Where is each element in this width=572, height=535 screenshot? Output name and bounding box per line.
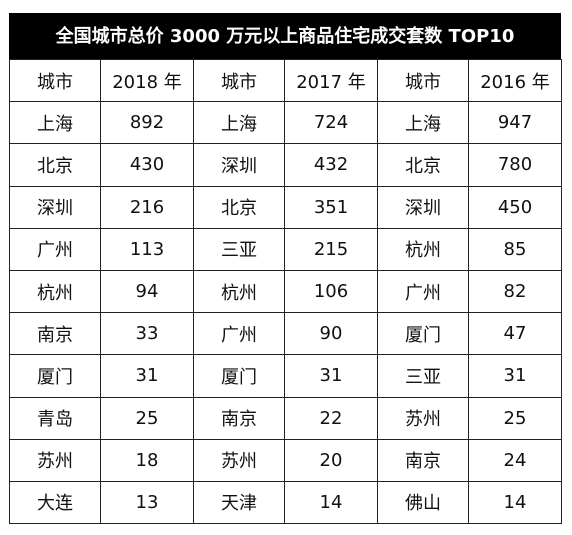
cell-count-2017: 351 (284, 185, 378, 229)
cell-count-2018: 430 (100, 143, 194, 187)
cell-city-2016: 三亚 (377, 354, 469, 398)
cell-city-2018: 大连 (9, 480, 101, 525)
cell-city-2017: 南京 (193, 396, 285, 440)
cell-count-2017: 724 (284, 101, 378, 145)
cell-city-2016: 杭州 (377, 227, 469, 271)
cell-count-2018: 31 (100, 354, 194, 398)
cell-count-2018: 113 (100, 227, 194, 271)
cell-count-2016: 31 (468, 354, 562, 398)
table-row: 厦门 31 厦门 31 三亚 31 (9, 354, 562, 398)
cell-city-2017: 天津 (193, 480, 285, 525)
cell-city-2016: 深圳 (377, 185, 469, 229)
cell-city-2018: 上海 (9, 101, 101, 145)
table-body: 城市 2018 年 城市 2017 年 城市 2016 年 上海 892 上海 724… (9, 58, 562, 525)
ranking-table-card: 全国城市总价 3000 万元以上商品住宅成交套数 TOP10 城市 2018 年… (9, 13, 562, 525)
cell-city-2017: 北京 (193, 185, 285, 229)
table-row: 杭州 94 杭州 106 广州 82 (9, 269, 562, 314)
table-title: 全国城市总价 3000 万元以上商品住宅成交套数 TOP10 (9, 13, 561, 59)
header-row: 城市 2018 年 城市 2017 年 城市 2016 年 (9, 58, 562, 103)
cell-city-2018: 苏州 (9, 438, 101, 482)
cell-city-2018: 厦门 (9, 354, 101, 398)
cell-city-2016: 广州 (377, 269, 469, 314)
table-row: 苏州 18 苏州 20 南京 24 (9, 438, 562, 482)
table-row: 大连 13 天津 14 佛山 14 (9, 480, 562, 525)
cell-city-2017: 苏州 (193, 438, 285, 482)
table-row: 深圳 216 北京 351 深圳 450 (9, 185, 562, 229)
cell-city-2017: 深圳 (193, 143, 285, 187)
cell-count-2017: 432 (284, 143, 378, 187)
table-row: 上海 892 上海 724 上海 947 (9, 101, 562, 145)
cell-city-2016: 北京 (377, 143, 469, 187)
header-year-2016: 2016 年 (468, 58, 562, 103)
header-year-2017: 2017 年 (284, 58, 378, 103)
table-row: 广州 113 三亚 215 杭州 85 (9, 227, 562, 271)
cell-city-2017: 厦门 (193, 354, 285, 398)
cell-count-2017: 31 (284, 354, 378, 398)
cell-city-2016: 苏州 (377, 396, 469, 440)
cell-count-2016: 24 (468, 438, 562, 482)
cell-count-2017: 215 (284, 227, 378, 271)
cell-count-2018: 94 (100, 269, 194, 314)
cell-count-2016: 947 (468, 101, 562, 145)
cell-count-2017: 106 (284, 269, 378, 314)
cell-city-2018: 杭州 (9, 269, 101, 314)
cell-count-2016: 82 (468, 269, 562, 314)
cell-city-2016: 佛山 (377, 480, 469, 525)
cell-count-2016: 25 (468, 396, 562, 440)
cell-city-2018: 广州 (9, 227, 101, 271)
table-row: 青岛 25 南京 22 苏州 25 (9, 396, 562, 440)
cell-count-2018: 892 (100, 101, 194, 145)
header-city-2018: 城市 (9, 58, 101, 103)
header-year-2018: 2018 年 (100, 58, 194, 103)
cell-city-2017: 三亚 (193, 227, 285, 271)
cell-city-2017: 上海 (193, 101, 285, 145)
cell-city-2018: 青岛 (9, 396, 101, 440)
cell-city-2018: 南京 (9, 312, 101, 356)
cell-count-2016: 450 (468, 185, 562, 229)
table-row: 北京 430 深圳 432 北京 780 (9, 143, 562, 187)
cell-count-2018: 13 (100, 480, 194, 525)
cell-count-2018: 33 (100, 312, 194, 356)
cell-count-2016: 780 (468, 143, 562, 187)
cell-city-2016: 上海 (377, 101, 469, 145)
header-city-2016: 城市 (377, 58, 469, 103)
cell-city-2017: 广州 (193, 312, 285, 356)
table-row: 南京 33 广州 90 厦门 47 (9, 312, 562, 356)
cell-city-2016: 南京 (377, 438, 469, 482)
cell-city-2018: 深圳 (9, 185, 101, 229)
cell-count-2017: 20 (284, 438, 378, 482)
cell-city-2018: 北京 (9, 143, 101, 187)
cell-count-2018: 25 (100, 396, 194, 440)
cell-count-2017: 90 (284, 312, 378, 356)
cell-count-2016: 14 (468, 480, 562, 525)
cell-count-2017: 22 (284, 396, 378, 440)
ranking-table: 城市 2018 年 城市 2017 年 城市 2016 年 上海 892 上海 724… (9, 58, 562, 525)
cell-count-2018: 18 (100, 438, 194, 482)
cell-city-2017: 杭州 (193, 269, 285, 314)
cell-count-2018: 216 (100, 185, 194, 229)
cell-count-2016: 85 (468, 227, 562, 271)
cell-count-2017: 14 (284, 480, 378, 525)
cell-city-2016: 厦门 (377, 312, 469, 356)
header-city-2017: 城市 (193, 58, 285, 103)
cell-count-2016: 47 (468, 312, 562, 356)
